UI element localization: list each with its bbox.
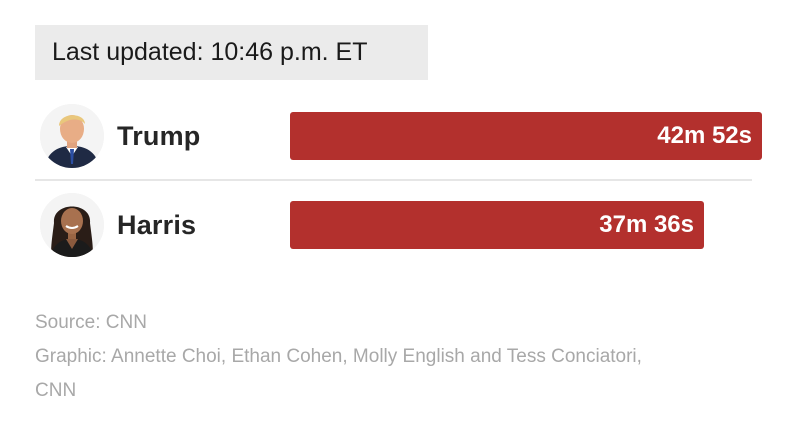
trump-avatar — [40, 104, 104, 168]
speaking-time-bar: 37m 36s — [290, 201, 704, 249]
bar-track: 42m 52s — [290, 112, 762, 160]
harris-avatar — [40, 193, 104, 257]
bar-track: 37m 36s — [290, 201, 762, 249]
candidate-name: Harris — [117, 209, 197, 240]
source-note: Source: CNN — [35, 312, 147, 333]
chart-footer: Source: CNN Graphic: Annette Choi, Ethan… — [35, 306, 775, 408]
bar-value-label: 37m 36s — [599, 211, 694, 238]
row-divider — [35, 179, 752, 181]
chart-row-harris: Harris 37m 36s — [35, 181, 752, 269]
graphic-credit-line-2: CNN — [35, 380, 77, 401]
last-updated-text: Last updated: 10:46 p.m. ET — [52, 38, 368, 66]
speaking-time-bar: 42m 52s — [290, 112, 762, 160]
last-updated-badge: Last updated: 10:46 p.m. ET — [35, 25, 428, 80]
graphic-credit-line-1: Graphic: Annette Choi, Ethan Cohen, Moll… — [35, 346, 642, 367]
chart-row-trump: Trump 42m 52s — [35, 92, 762, 180]
bar-value-label: 42m 52s — [657, 122, 752, 149]
candidate-name: Trump — [117, 120, 201, 151]
